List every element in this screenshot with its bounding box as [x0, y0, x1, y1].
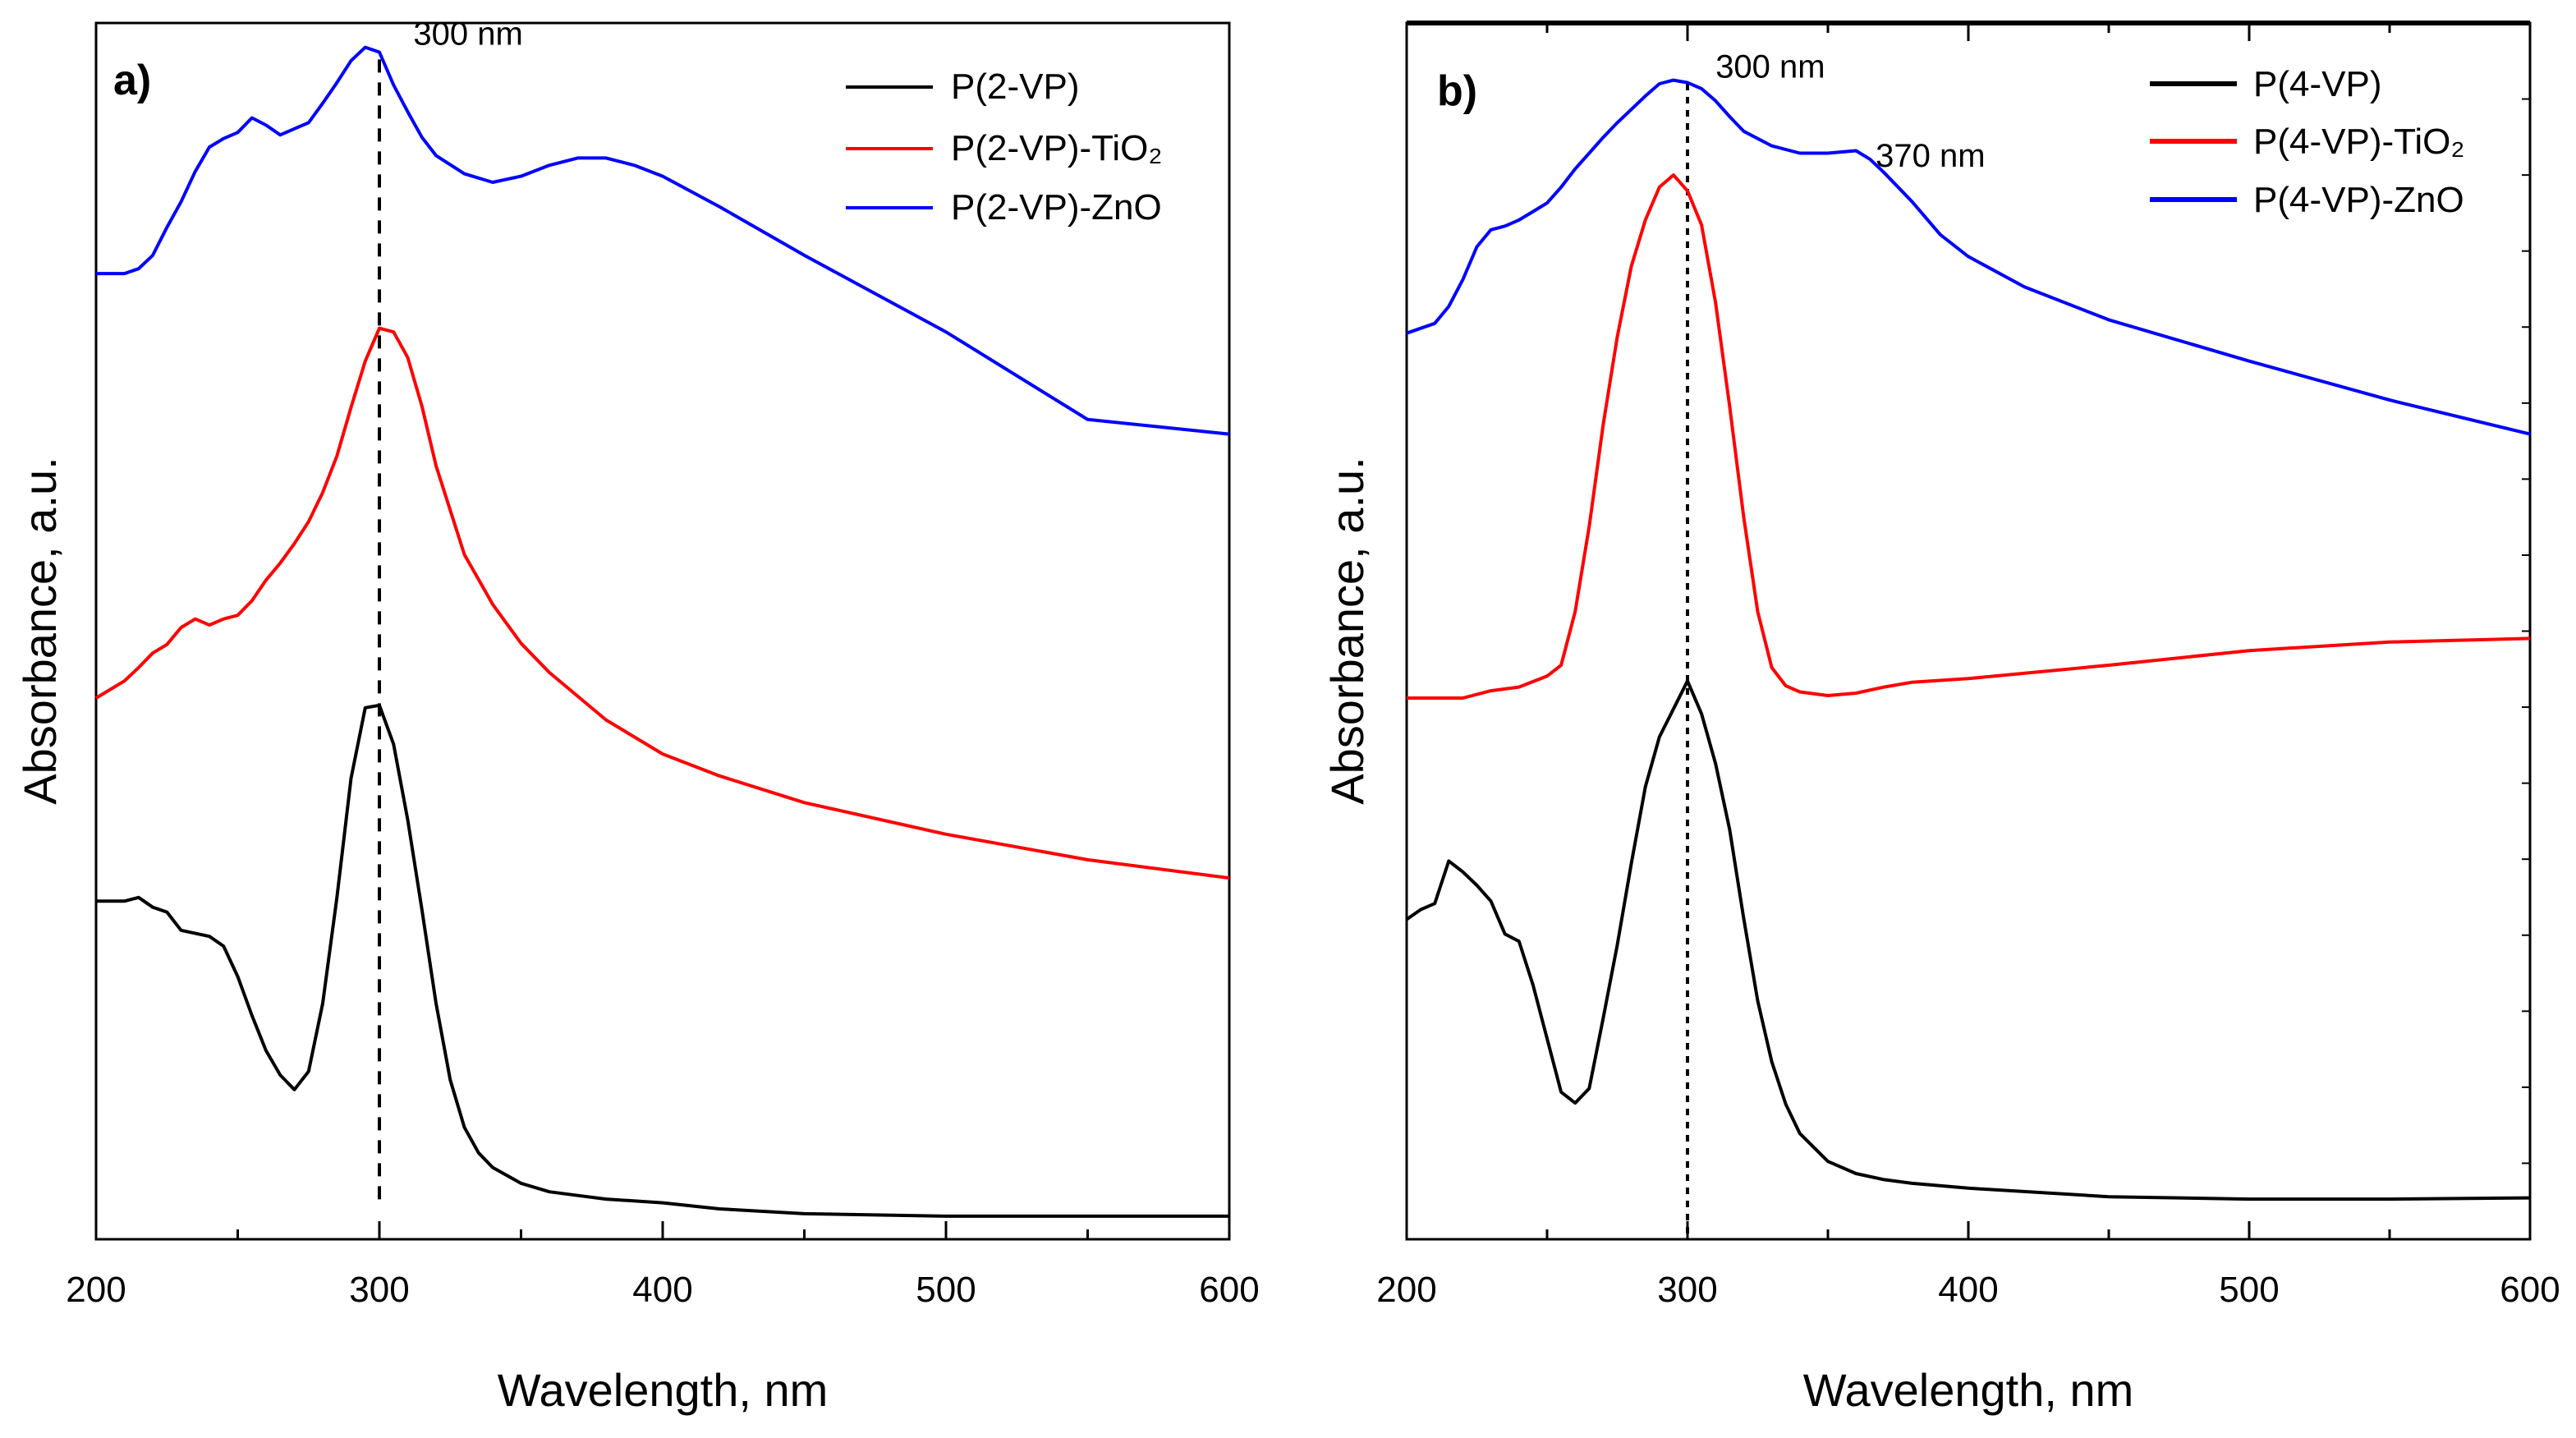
panel-label-b: b): [1437, 67, 1477, 115]
y-axis-label-a: Absorbance, a.u.: [14, 457, 66, 804]
legend-b: P(4-VP) P(4-VP)-TiO₂ P(4-VP)-ZnO: [2150, 64, 2464, 220]
x-axis-label-b: Wavelength, nm: [1803, 1364, 2134, 1416]
x-axis-ticks-b: [1405, 23, 2532, 1239]
series-line-1: [96, 703, 1229, 1218]
series-line-2: [94, 326, 1230, 880]
x-tick-label: 200: [66, 1270, 126, 1310]
x-axis-ticks-a: [94, 1221, 1231, 1239]
x-axis-tick-labels-a: 200 300 400 500 600: [66, 1270, 1259, 1310]
x-tick-label: 500: [916, 1270, 976, 1310]
x-tick-label: 300: [1657, 1270, 1717, 1310]
series-line-3: [1406, 78, 2531, 436]
x-axis-tick-labels-b: 200 300 400 500 600: [1376, 1270, 2560, 1310]
x-axis-label-a: Wavelength, nm: [498, 1364, 829, 1416]
legend-label-p2vp: P(2-VP): [951, 67, 1079, 107]
annotation-300nm-b: 300 nm: [1715, 49, 1825, 85]
legend-label-p4vp-zno: P(4-VP)-ZnO: [2253, 180, 2464, 220]
annotation-300nm-a: 300 nm: [413, 16, 522, 53]
annotation-370nm-b: 370 nm: [1876, 138, 1985, 174]
x-tick-label: 400: [1938, 1270, 1998, 1310]
x-tick-label: 200: [1376, 1270, 1436, 1310]
legend-label-p4vp-tio2: P(4-VP)-TiO₂: [2253, 122, 2464, 162]
legend-a: P(2-VP) P(2-VP)-TiO₂ P(2-VP)-ZnO: [846, 67, 1162, 227]
series-group-b: [1405, 78, 2531, 1201]
panel-b: 200 300 400 500 600 b) 300 nm 370 nm P(4-VP)…: [1321, 21, 2560, 1416]
y-axis-ticks-b: [2522, 22, 2530, 1240]
panel-label-a: a): [113, 57, 151, 104]
panel-a: 200 300 400 500 600 a) 300 nm P(2-VP) P(2-VP…: [14, 16, 1260, 1416]
x-tick-label: 300: [349, 1270, 409, 1310]
x-tick-label: 600: [1199, 1270, 1259, 1310]
y-axis-label-b: Absorbance, a.u.: [1321, 457, 1373, 804]
x-tick-label: 600: [2500, 1270, 2560, 1310]
legend-label-p2vp-tio2: P(2-VP)-TiO₂: [951, 128, 1162, 168]
series-line-2: [1407, 173, 2531, 700]
series-line-3: [96, 45, 1230, 436]
legend-label-p4vp: P(4-VP): [2253, 64, 2381, 104]
x-tick-label: 400: [632, 1270, 692, 1310]
x-tick-label: 500: [2219, 1270, 2279, 1310]
series-line-1: [1405, 679, 2531, 1201]
series-group-a: [94, 45, 1230, 1218]
legend-label-p2vp-zno: P(2-VP)-ZnO: [951, 187, 1162, 227]
